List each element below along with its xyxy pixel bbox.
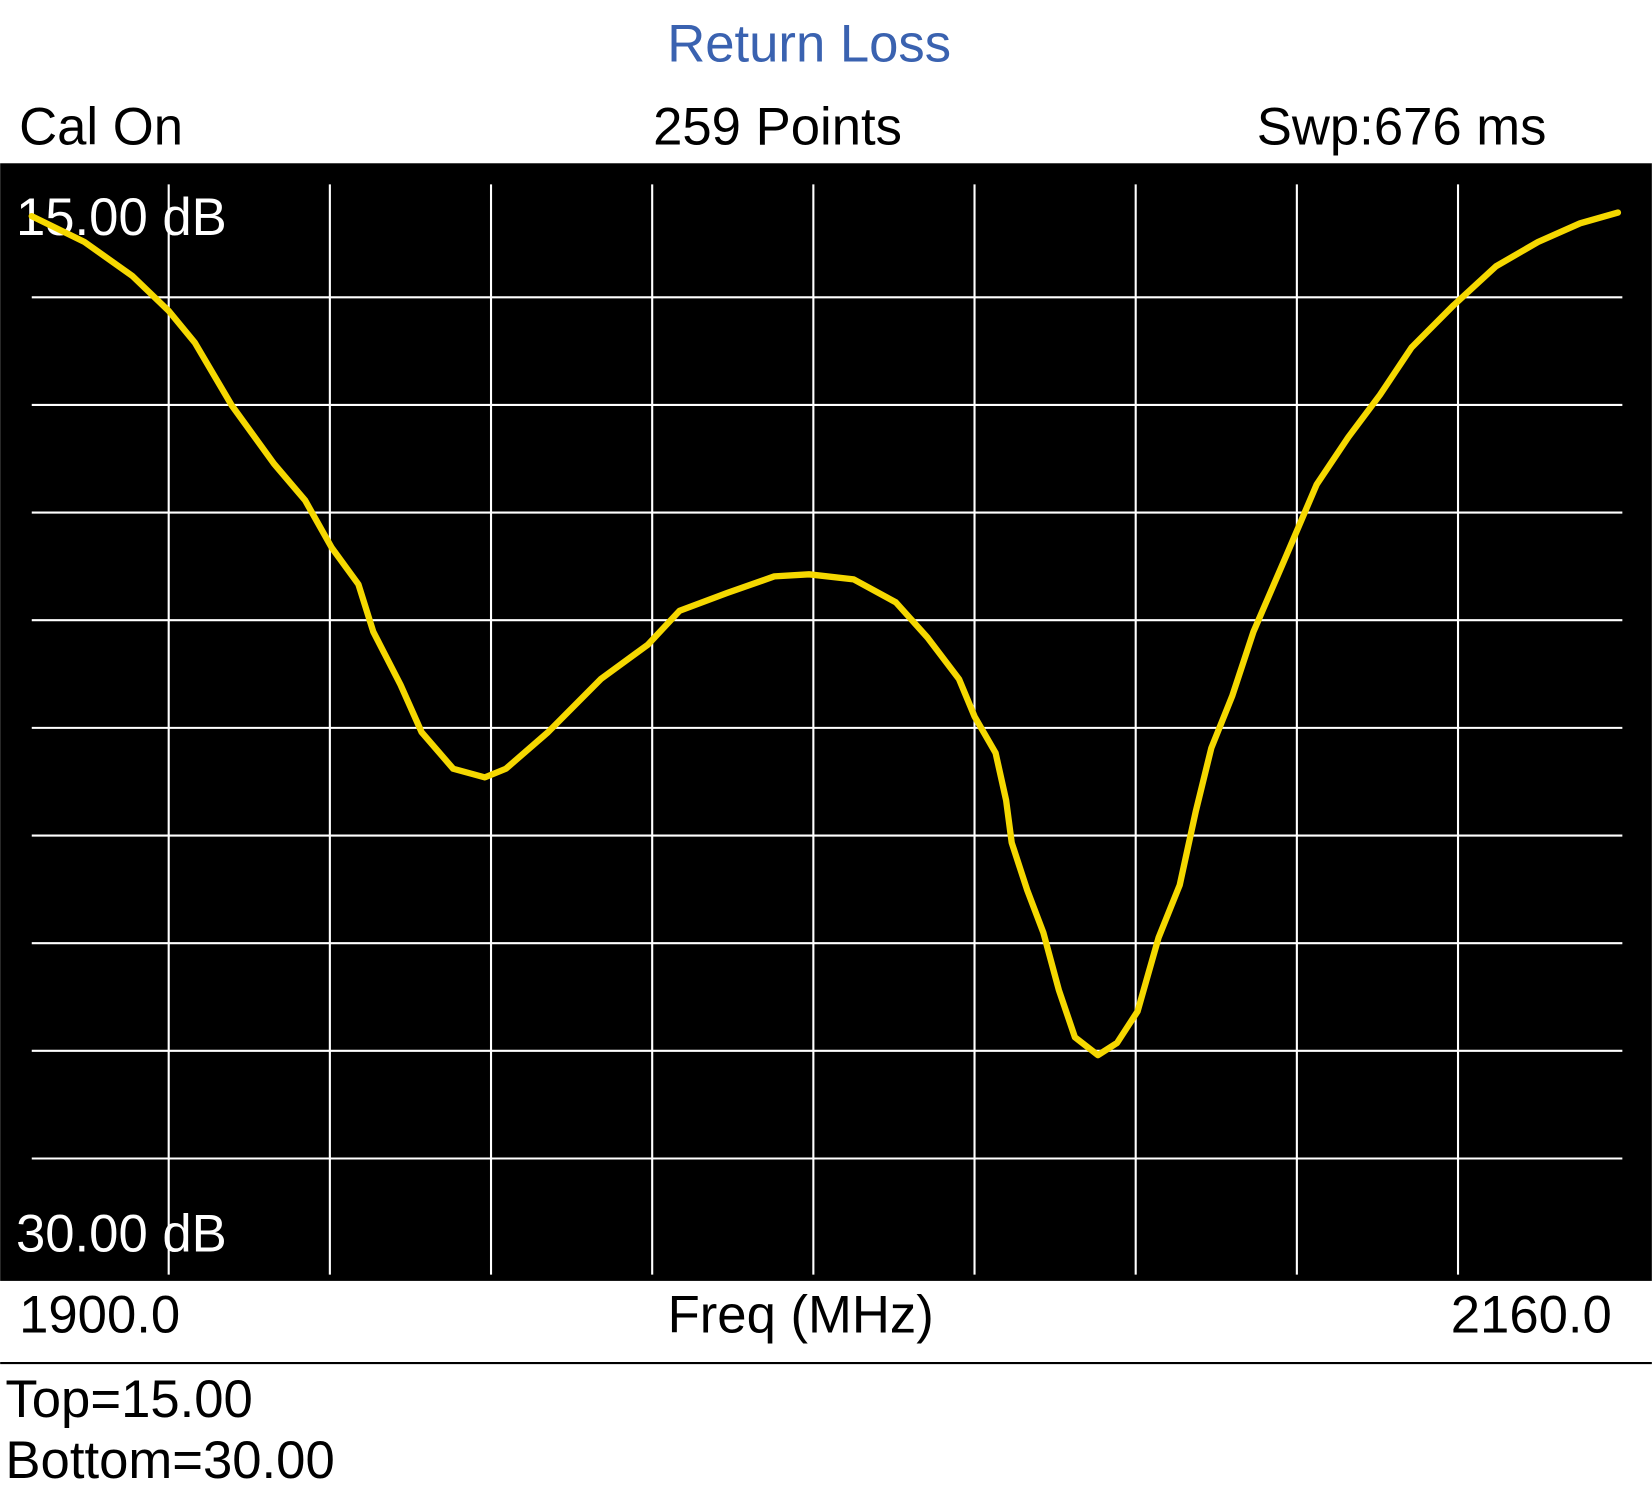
x-tick-label: 1900.0 (19, 1286, 180, 1345)
annotation-top: Top=15.00 (5, 1370, 252, 1429)
status-sweep: Swp:676 ms (1257, 98, 1547, 157)
x-axis-label: Freq (MHz) (668, 1286, 934, 1345)
chart-title: Return Loss (667, 14, 951, 73)
status-cal: Cal On (19, 98, 183, 157)
y-tick-label: 15.00 dB (16, 188, 227, 247)
status-points: 259 Points (653, 98, 902, 157)
annotation-bottom: Bottom=30.00 (5, 1431, 334, 1490)
x-tick-label: 2160.0 (1451, 1286, 1612, 1345)
trace-line (28, 209, 1622, 1059)
y-tick-label: 30.00 dB (16, 1205, 227, 1264)
plot-area (0, 163, 1652, 1281)
